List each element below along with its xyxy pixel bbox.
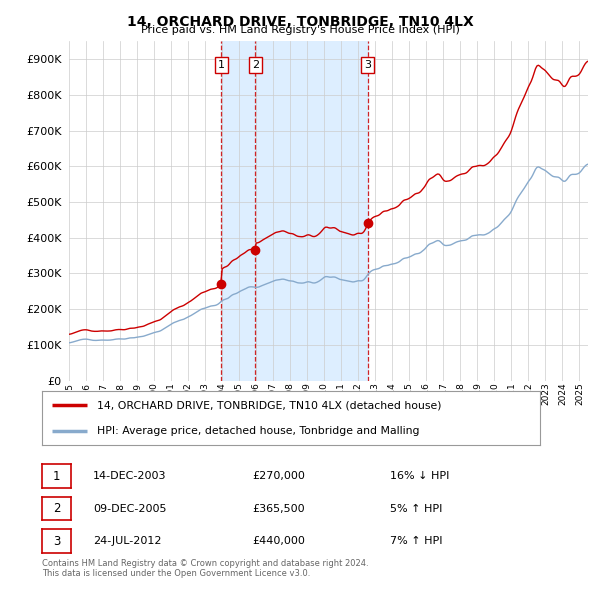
Bar (221, 41, 255, 381)
Text: 09-DEC-2005: 09-DEC-2005 (93, 504, 167, 513)
Text: Price paid vs. HM Land Registry's House Price Index (HPI): Price paid vs. HM Land Registry's House … (140, 25, 460, 35)
Text: 3: 3 (364, 60, 371, 70)
Text: 5% ↑ HPI: 5% ↑ HPI (390, 504, 442, 513)
Text: HPI: Average price, detached house, Tonbridge and Malling: HPI: Average price, detached house, Tonb… (97, 425, 419, 435)
Text: £440,000: £440,000 (252, 536, 305, 546)
Text: 1: 1 (218, 60, 225, 70)
Text: 1: 1 (53, 470, 60, 483)
Text: 14-DEC-2003: 14-DEC-2003 (93, 471, 167, 481)
Text: 7% ↑ HPI: 7% ↑ HPI (390, 536, 443, 546)
Text: 14, ORCHARD DRIVE, TONBRIDGE, TN10 4LX (detached house): 14, ORCHARD DRIVE, TONBRIDGE, TN10 4LX (… (97, 401, 441, 411)
Text: £365,500: £365,500 (252, 504, 305, 513)
Text: £270,000: £270,000 (252, 471, 305, 481)
Text: Contains HM Land Registry data © Crown copyright and database right 2024.: Contains HM Land Registry data © Crown c… (42, 559, 368, 568)
Text: 3: 3 (53, 535, 60, 548)
Text: 2: 2 (251, 60, 259, 70)
Text: 16% ↓ HPI: 16% ↓ HPI (390, 471, 449, 481)
Text: 2: 2 (53, 502, 60, 515)
Text: 24-JUL-2012: 24-JUL-2012 (93, 536, 161, 546)
Text: This data is licensed under the Open Government Licence v3.0.: This data is licensed under the Open Gov… (42, 569, 310, 578)
Text: 14, ORCHARD DRIVE, TONBRIDGE, TN10 4LX: 14, ORCHARD DRIVE, TONBRIDGE, TN10 4LX (127, 15, 473, 29)
Bar (255, 41, 368, 381)
